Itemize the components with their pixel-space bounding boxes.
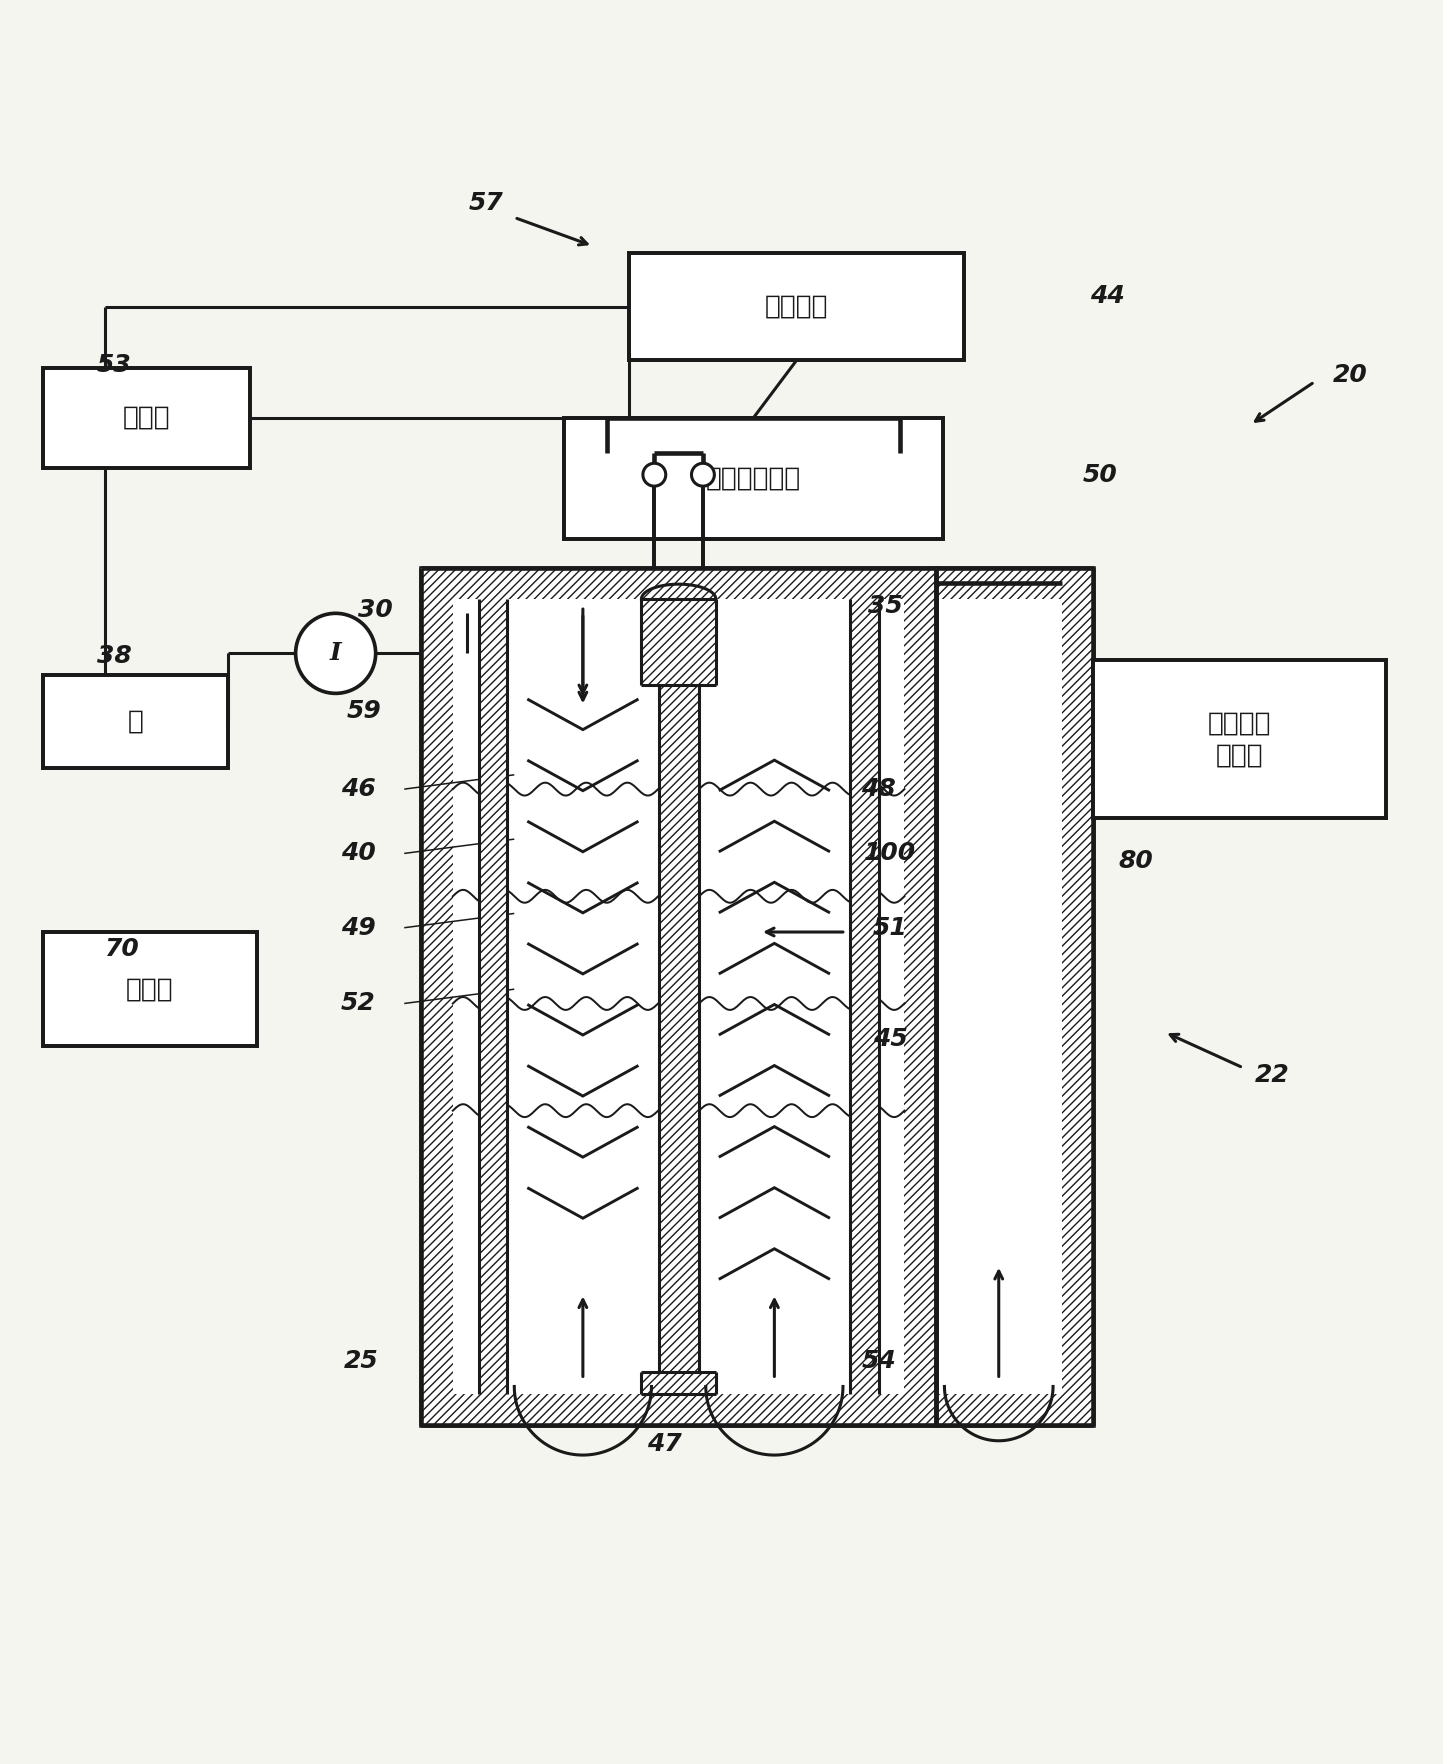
Text: 35: 35 <box>869 594 903 617</box>
Circle shape <box>296 614 375 693</box>
Text: 22: 22 <box>1254 1064 1289 1087</box>
Bar <box>43 676 228 767</box>
Text: 30: 30 <box>358 598 392 623</box>
Bar <box>43 367 250 467</box>
Text: 可变电压电源: 可变电压电源 <box>706 466 801 492</box>
Bar <box>421 568 453 1425</box>
Text: I: I <box>330 642 342 665</box>
Text: 44: 44 <box>1089 284 1124 309</box>
Text: 48: 48 <box>861 778 896 801</box>
Bar <box>642 600 716 684</box>
Bar <box>1092 660 1387 818</box>
Bar <box>421 1394 937 1425</box>
Text: 40: 40 <box>341 841 375 866</box>
Bar <box>564 418 944 540</box>
Text: 控制器: 控制器 <box>123 404 170 430</box>
Bar <box>479 600 506 1394</box>
Text: 59: 59 <box>346 699 381 723</box>
Bar <box>43 931 257 1046</box>
Text: 极性开关: 极性开关 <box>765 295 828 319</box>
Bar <box>937 568 1092 1425</box>
Text: 处理过的
流出液: 处理过的 流出液 <box>1208 711 1271 767</box>
Bar <box>421 568 937 1425</box>
Text: 泵: 泵 <box>127 707 143 734</box>
Bar <box>937 1394 1092 1425</box>
Text: 54: 54 <box>861 1349 896 1372</box>
Text: 52: 52 <box>341 991 375 1016</box>
Bar <box>1062 568 1092 1425</box>
Bar <box>629 254 964 360</box>
Text: 53: 53 <box>97 353 131 377</box>
Bar <box>905 568 937 1425</box>
Circle shape <box>644 464 665 487</box>
Bar <box>642 1372 716 1394</box>
Text: 流入液: 流入液 <box>126 975 173 1002</box>
Text: 47: 47 <box>646 1432 681 1455</box>
Text: 45: 45 <box>873 1027 908 1051</box>
Bar <box>658 600 698 1394</box>
Text: 25: 25 <box>343 1349 378 1372</box>
Text: 100: 100 <box>864 841 916 866</box>
Text: 57: 57 <box>469 191 504 215</box>
Text: 49: 49 <box>341 916 375 940</box>
Text: 80: 80 <box>1118 848 1153 873</box>
Circle shape <box>691 464 714 487</box>
Text: 51: 51 <box>873 916 908 940</box>
Bar <box>937 568 1092 600</box>
Text: 46: 46 <box>341 778 375 801</box>
Text: 38: 38 <box>97 644 131 669</box>
Text: 20: 20 <box>1333 363 1368 386</box>
Text: 50: 50 <box>1082 462 1117 487</box>
Bar <box>850 600 879 1394</box>
Bar <box>421 568 937 600</box>
Text: 70: 70 <box>104 937 139 961</box>
